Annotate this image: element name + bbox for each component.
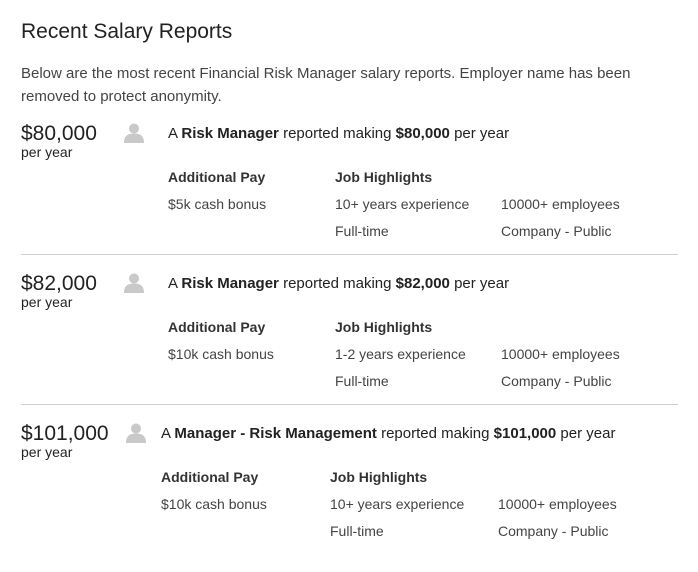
salary-period: per year	[21, 144, 73, 160]
company-type-value: Company - Public	[501, 373, 612, 389]
salary-reports-section: Recent Salary Reports Below are the most…	[0, 20, 698, 539]
reported-amount: $82,000	[395, 275, 450, 292]
company-size-value: 10000+ employees	[498, 496, 617, 512]
company-size-value: 10000+ employees	[501, 196, 620, 212]
additional-pay-value: $5k cash bonus	[168, 196, 267, 212]
employment-type-value: Full-time	[335, 373, 389, 389]
salary-report: $82,000 per year A Risk Manager reported…	[0, 272, 698, 422]
company-type-value: Company - Public	[501, 223, 612, 239]
job-title: Risk Manager	[181, 125, 279, 142]
salary-amount: $80,000	[21, 122, 97, 145]
job-highlights-header: Job Highlights	[335, 169, 433, 185]
report-headline: A Risk Manager reported making $82,000 p…	[168, 275, 510, 292]
salary-report: $101,000 per year A Manager - Risk Manag…	[0, 422, 698, 572]
salary-period: per year	[21, 444, 73, 460]
report-divider	[21, 404, 678, 405]
salary-amount: $101,000	[21, 422, 109, 445]
employment-type-value: Full-time	[335, 223, 389, 239]
company-type-value: Company - Public	[498, 523, 609, 539]
employment-type-value: Full-time	[330, 523, 384, 539]
reported-amount: $80,000	[395, 125, 450, 142]
reported-amount: $101,000	[493, 425, 557, 442]
additional-pay-value: $10k cash bonus	[168, 346, 274, 362]
experience-value: 1-2 years experience	[335, 346, 466, 362]
user-avatar-icon	[123, 272, 145, 294]
additional-pay-header: Additional Pay	[168, 169, 266, 185]
section-title: Recent Salary Reports	[21, 20, 233, 43]
salary-amount: $82,000	[21, 272, 97, 295]
report-divider	[21, 254, 678, 255]
report-headline: A Risk Manager reported making $80,000 p…	[168, 125, 510, 142]
user-avatar-icon	[123, 122, 145, 144]
salary-period: per year	[21, 294, 73, 310]
report-headline: A Manager - Risk Management reported mak…	[161, 425, 616, 442]
job-highlights-header: Job Highlights	[330, 469, 428, 485]
experience-value: 10+ years experience	[335, 196, 470, 212]
section-intro: Below are the most recent Financial Risk…	[21, 65, 631, 105]
job-title: Risk Manager	[181, 275, 279, 292]
job-highlights-header: Job Highlights	[335, 319, 433, 335]
experience-value: 10+ years experience	[330, 496, 465, 512]
job-title: Manager - Risk Management	[174, 425, 377, 442]
additional-pay-header: Additional Pay	[161, 469, 259, 485]
additional-pay-value: $10k cash bonus	[161, 496, 267, 512]
company-size-value: 10000+ employees	[501, 346, 620, 362]
additional-pay-header: Additional Pay	[168, 319, 266, 335]
user-avatar-icon	[125, 422, 147, 444]
salary-report: $80,000 per year A Risk Manager reported…	[0, 122, 698, 272]
